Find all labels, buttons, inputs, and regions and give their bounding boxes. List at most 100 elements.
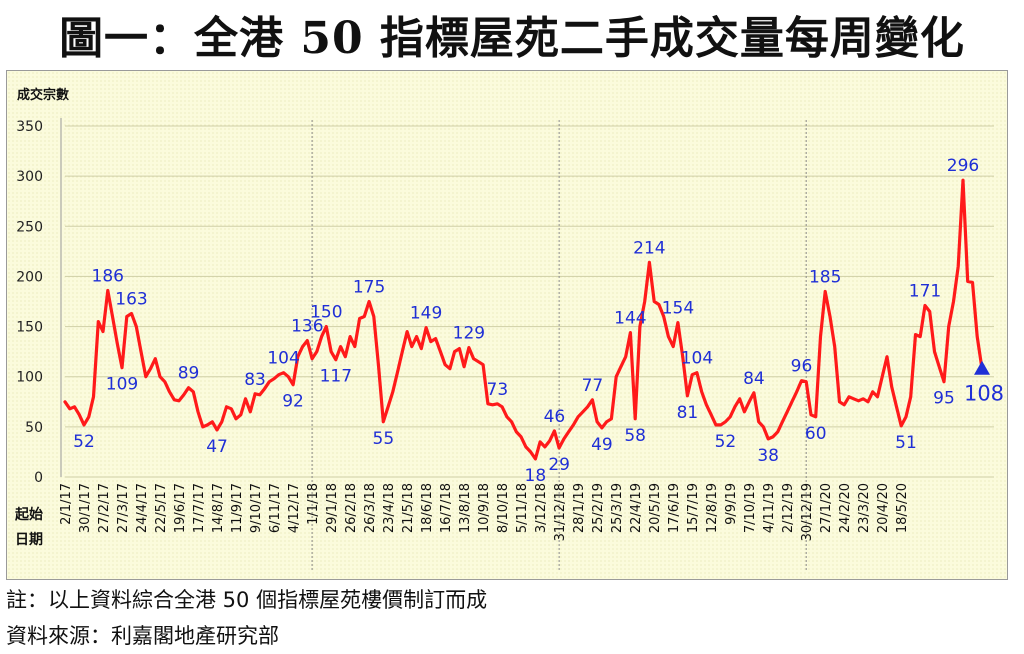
data-label: 104 <box>681 349 713 369</box>
y-tick-label: 0 <box>34 470 43 486</box>
data-label: 129 <box>453 324 485 344</box>
x-tick-label: 17/7/17 <box>192 483 207 533</box>
x-tick-label: 30/12/19 <box>800 483 815 541</box>
page-title: 圖一：全港 50 指標屋苑二手成交量每周變化 <box>59 13 965 64</box>
chart-background <box>7 71 1007 579</box>
x-tick-label: 24/4/17 <box>135 483 150 533</box>
x-tick-label: 23/4/18 <box>382 483 397 533</box>
data-label: 73 <box>487 380 509 400</box>
data-label: 89 <box>178 364 200 384</box>
x-tick-label: 2/1/17 <box>59 483 74 525</box>
x-tick-label: 1/1/18 <box>306 483 321 525</box>
year-divider-lines <box>311 120 807 571</box>
x-tick-label: 7/10/19 <box>743 483 758 533</box>
y-tick-label: 150 <box>16 320 43 336</box>
x-tick-label: 26/2/18 <box>344 483 359 533</box>
data-label: 92 <box>282 392 304 412</box>
x-tick-label: 23/3/20 <box>857 483 872 533</box>
x-tick-label: 31/12/18 <box>553 483 568 541</box>
data-label: 163 <box>115 290 147 310</box>
x-tick-label: 18/5/20 <box>895 483 910 533</box>
data-label: 175 <box>353 278 385 298</box>
line-chart: 0 50 100 150 200 250 300 350 2/1/17 30/1/17 27/2/… <box>7 71 1007 579</box>
x-tick-label: 20/5/19 <box>648 483 663 533</box>
data-label: 186 <box>92 266 124 286</box>
data-label: 185 <box>809 267 841 287</box>
x-tick-label: 3/12/18 <box>534 483 549 533</box>
x-tick-label: 24/2/20 <box>838 483 853 533</box>
x-tick-label: 9/9/19 <box>724 483 739 525</box>
x-tick-label: 15/7/19 <box>686 483 701 533</box>
y-tick-label: 300 <box>16 169 43 185</box>
x-tick-label: 12/8/19 <box>705 483 720 533</box>
data-label: 109 <box>106 375 138 395</box>
data-label: 117 <box>320 367 352 387</box>
grid-lines <box>60 118 994 478</box>
data-label: 144 <box>614 309 646 329</box>
x-tick-label: 10/9/18 <box>477 483 492 533</box>
source-note: 資料來源：利嘉閣地產研究部 <box>6 624 279 648</box>
x-tick-label: 5/11/18 <box>515 483 530 533</box>
data-label: 46 <box>544 407 566 427</box>
x-tick-label: 27/2/17 <box>97 483 112 533</box>
footnote: 註：以上資料綜合全港 50 個指標屋苑樓價制訂而成 <box>6 588 488 612</box>
x-axis-label-line1: 起始 <box>14 506 43 523</box>
data-label: 81 <box>677 403 699 423</box>
x-tick-label: 14/8/17 <box>211 483 226 533</box>
x-tick-label: 2/12/19 <box>781 483 796 533</box>
data-labels: 5218610916389478310492136150117175551491… <box>73 156 1004 486</box>
data-label: 60 <box>805 424 827 444</box>
x-tick-label: 16/7/18 <box>439 483 454 533</box>
data-label: 214 <box>633 238 665 258</box>
y-tick-label: 100 <box>16 370 43 386</box>
data-label: 18 <box>525 466 547 486</box>
data-label: 52 <box>73 432 95 452</box>
x-tick-label: 27/3/17 <box>116 483 131 533</box>
data-label: 150 <box>310 303 342 323</box>
x-tick-label: 4/12/17 <box>287 483 302 533</box>
y-tick-label: 200 <box>16 269 43 285</box>
data-label: 136 <box>291 317 323 337</box>
data-label: 51 <box>895 433 917 453</box>
data-label: 296 <box>947 156 979 176</box>
y-tick-label: 50 <box>25 420 43 436</box>
x-tick-label: 28/1/19 <box>572 483 587 533</box>
data-label: 96 <box>791 357 813 377</box>
x-tick-label: 26/3/18 <box>363 483 378 533</box>
data-label: 55 <box>373 429 395 449</box>
data-label: 47 <box>206 437 228 457</box>
x-tick-label: 13/8/18 <box>458 483 473 533</box>
x-tick-label: 9/10/17 <box>249 483 264 533</box>
data-label: 84 <box>743 369 765 389</box>
y-tick-label: 350 <box>16 119 43 135</box>
x-tick-label: 11/9/17 <box>230 483 245 533</box>
data-label: 83 <box>244 370 266 390</box>
x-tick-label: 4/11/19 <box>762 483 777 533</box>
x-tick-label: 21/5/18 <box>401 483 416 533</box>
x-tick-label: 6/11/17 <box>268 483 283 533</box>
data-label: 154 <box>662 299 694 319</box>
x-tick-label: 8/10/18 <box>496 483 511 533</box>
data-label: 104 <box>267 349 299 369</box>
latest-value-marker <box>974 360 990 375</box>
data-label: 29 <box>548 455 570 475</box>
y-tick-labels: 0 50 100 150 200 250 300 350 <box>16 119 43 486</box>
data-label: 77 <box>582 376 604 396</box>
x-tick-label: 30/1/17 <box>78 483 93 533</box>
x-tick-label: 22/5/17 <box>154 483 169 533</box>
y-axis-label: 成交宗數 <box>17 87 69 103</box>
data-label: 95 <box>933 389 955 409</box>
x-tick-label: 20/4/20 <box>876 483 891 533</box>
data-label: 52 <box>715 432 737 452</box>
x-axis-label-line2: 日期 <box>15 532 43 548</box>
data-label: 149 <box>410 304 442 324</box>
chart-panel: 0 50 100 150 200 250 300 350 2/1/17 30/1/17 27/2/… <box>6 70 1008 580</box>
series-line <box>63 178 984 461</box>
data-label: 108 <box>964 382 1004 406</box>
x-tick-label: 22/4/19 <box>629 483 644 533</box>
x-tick-labels: 2/1/17 30/1/17 27/2/17 27/3/17 24/4/17 22/5/1… <box>59 483 910 541</box>
x-tick-label: 19/6/17 <box>173 483 188 533</box>
x-tick-label: 27/1/20 <box>819 483 834 533</box>
x-tick-label: 18/6/18 <box>420 483 435 533</box>
x-tick-label: 29/1/18 <box>325 483 340 533</box>
